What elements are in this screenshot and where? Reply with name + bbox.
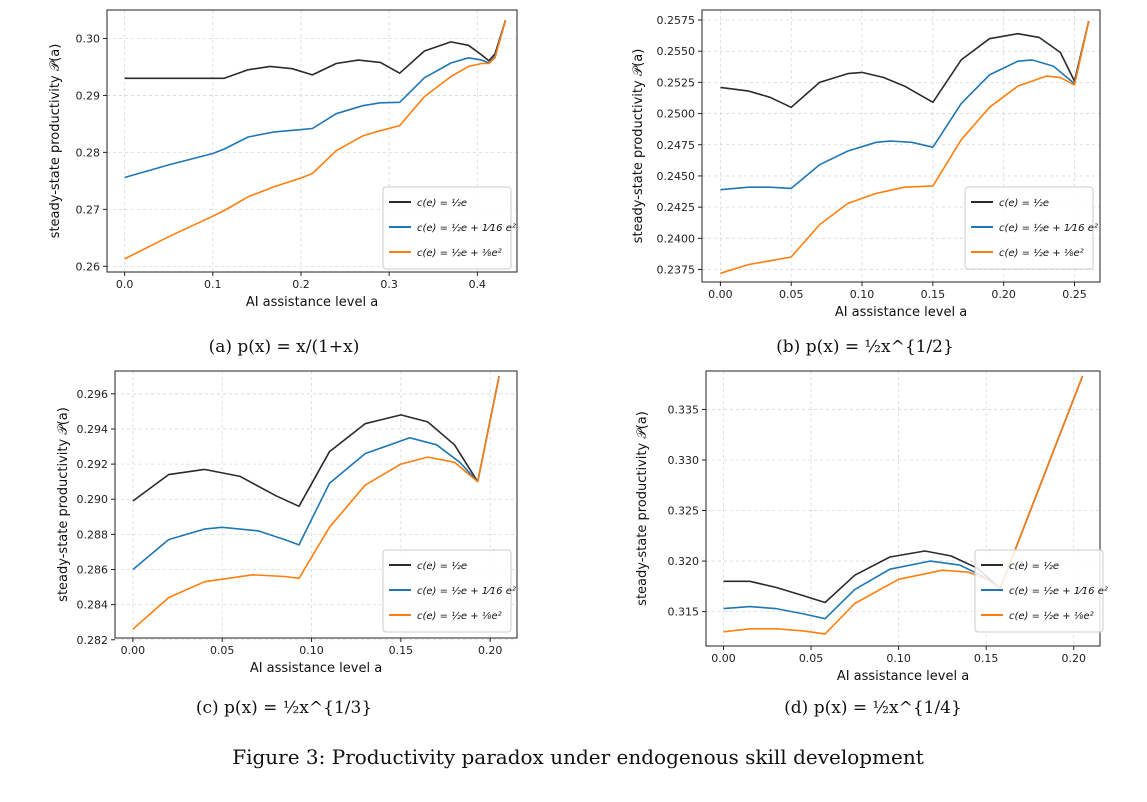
panel-caption: (b) p(x) = ½x^{1/2} (776, 337, 954, 357)
panel-caption: (a) p(x) = x/(1+x) (209, 337, 360, 357)
panel-caption: (d) p(x) = ½x^{1/4} (784, 698, 962, 718)
x-tick-label: 0.15 (974, 652, 999, 665)
plot-frame (114, 370, 518, 639)
x-tick-label: 0.05 (210, 644, 235, 657)
legend: c(e) = ½e c(e) = ½e + 1⁄16 e² c(e) = ½e + … (964, 186, 1098, 270)
y-tick-label: 0.2500 (657, 108, 696, 121)
legend-box (382, 549, 512, 633)
y-tick-label: 0.330 (668, 454, 700, 467)
x-tick-label: 0.4 (469, 278, 487, 291)
series-line-1 (132, 376, 500, 508)
x-tick-label: 0.20 (1061, 652, 1086, 665)
y-tick-label: 0.320 (668, 555, 700, 568)
legend: c(e) = ½e c(e) = ½e + 1⁄16 e² c(e) = ½e + … (974, 549, 1108, 633)
legend-label-2: c(e) = ½e + 1⁄16 e² (417, 585, 516, 597)
series-line-3 (124, 20, 507, 260)
series-line-2 (132, 376, 500, 571)
y-axis-label: steady-state productivity 𝒫(a) (635, 411, 650, 606)
y-tick-label: 0.296 (77, 388, 109, 401)
y-tick-label: 0.2575 (657, 14, 696, 27)
y-tick-label: 0.2550 (657, 45, 696, 58)
legend: c(e) = ½e c(e) = ½e + 1⁄16 e² c(e) = ½e + … (382, 186, 516, 270)
plot-frame (701, 9, 1101, 283)
series-line-3 (720, 21, 1090, 275)
x-tick-label: 0.3 (380, 278, 398, 291)
y-tick-label: 0.2475 (657, 139, 696, 152)
panel-b: 0.00 0.05 0.10 0.15 0.20 0.25 0.2375 0.2400 0.24… (631, 9, 1101, 357)
y-axis-label: steady-state productivity 𝒫(a) (631, 49, 646, 244)
y-tick-label: 0.292 (77, 458, 109, 471)
legend: c(e) = ½e c(e) = ½e + 1⁄16 e² c(e) = ½e + … (382, 549, 516, 633)
panel-d: 0.00 0.05 0.10 0.15 0.20 0.315 0.320 0.325 0.330… (635, 370, 1108, 718)
panel-caption: (c) p(x) = ½x^{1/3} (196, 698, 372, 718)
series-line-2 (124, 20, 507, 179)
y-axis-label: steady-state productivity 𝒫(a) (56, 407, 71, 602)
y-tick-label: 0.2375 (657, 264, 696, 277)
y-tick-label: 0.294 (77, 423, 109, 436)
y-tick-label: 0.29 (76, 89, 101, 102)
legend-label-3: c(e) = ½e + ⅛e² (1009, 610, 1094, 622)
y-axis-label: steady-state productivity 𝒫(a) (48, 44, 63, 239)
x-axis-label: AI assistance level a (246, 295, 378, 310)
legend-label-3: c(e) = ½e + ⅛e² (417, 610, 502, 622)
legend-box (964, 186, 1094, 270)
legend-label-2: c(e) = ½e + 1⁄16 e² (1009, 585, 1108, 597)
x-tick-label: 0.15 (389, 644, 414, 657)
y-tick-label: 0.284 (77, 599, 109, 612)
x-tick-label: 0.10 (886, 652, 911, 665)
y-tick-label: 0.26 (76, 260, 101, 273)
figure-caption: Figure 3: Productivity paradox under end… (232, 745, 924, 769)
y-tick-label: 0.30 (76, 32, 101, 45)
y-tick-label: 0.2400 (657, 232, 696, 245)
series-line-1 (720, 21, 1090, 109)
x-tick-label: 0.10 (299, 644, 324, 657)
x-axis-label: AI assistance level a (250, 661, 382, 676)
legend-box (974, 549, 1104, 633)
x-tick-label: 0.2 (292, 278, 310, 291)
legend-label-1: c(e) = ½e (999, 197, 1049, 209)
y-tick-label: 0.325 (668, 505, 700, 518)
legend-label-2: c(e) = ½e + 1⁄16 e² (417, 222, 516, 234)
x-tick-label: 0.05 (799, 652, 824, 665)
x-tick-label: 0.00 (708, 288, 733, 301)
x-tick-label: 0.25 (1062, 288, 1087, 301)
y-tick-label: 0.28 (76, 146, 101, 159)
plot-frame (705, 370, 1101, 647)
legend-label-2: c(e) = ½e + 1⁄16 e² (999, 222, 1098, 234)
series-line-3 (132, 376, 500, 630)
x-tick-label: 0.1 (204, 278, 222, 291)
panel-c: 0.00 0.05 0.10 0.15 0.20 0.282 0.284 0.286 0.288… (56, 370, 518, 718)
y-tick-label: 0.335 (668, 403, 700, 416)
y-tick-label: 0.2425 (657, 201, 696, 214)
y-tick-label: 0.27 (76, 203, 101, 216)
y-tick-label: 0.290 (77, 493, 109, 506)
panel-a: 0.0 0.1 0.2 0.3 0.4 0.26 0.27 0.28 0.29 0.30 AI as… (48, 9, 518, 357)
plot-frame (106, 9, 518, 273)
legend-label-1: c(e) = ½e (1009, 560, 1059, 572)
y-tick-label: 0.315 (668, 606, 700, 619)
x-axis-label: AI assistance level a (835, 305, 967, 320)
series-line-2 (720, 21, 1090, 191)
x-tick-label: 0.0 (116, 278, 134, 291)
legend-label-1: c(e) = ½e (417, 197, 467, 209)
x-axis-label: AI assistance level a (837, 669, 969, 684)
legend-box (382, 186, 512, 270)
y-tick-label: 0.286 (77, 563, 109, 576)
x-tick-label: 0.20 (991, 288, 1016, 301)
y-tick-label: 0.2450 (657, 170, 696, 183)
x-tick-label: 0.00 (711, 652, 736, 665)
y-tick-label: 0.282 (77, 634, 109, 647)
x-tick-label: 0.10 (850, 288, 875, 301)
legend-label-3: c(e) = ½e + ⅛e² (417, 247, 502, 259)
x-tick-label: 0.00 (121, 644, 146, 657)
series-line-1 (124, 20, 507, 80)
x-tick-label: 0.20 (478, 644, 503, 657)
legend-label-3: c(e) = ½e + ⅛e² (999, 247, 1084, 259)
y-tick-label: 0.2525 (657, 76, 696, 89)
x-tick-label: 0.05 (779, 288, 804, 301)
y-tick-label: 0.288 (77, 528, 109, 541)
legend-label-1: c(e) = ½e (417, 560, 467, 572)
x-tick-label: 0.15 (921, 288, 946, 301)
